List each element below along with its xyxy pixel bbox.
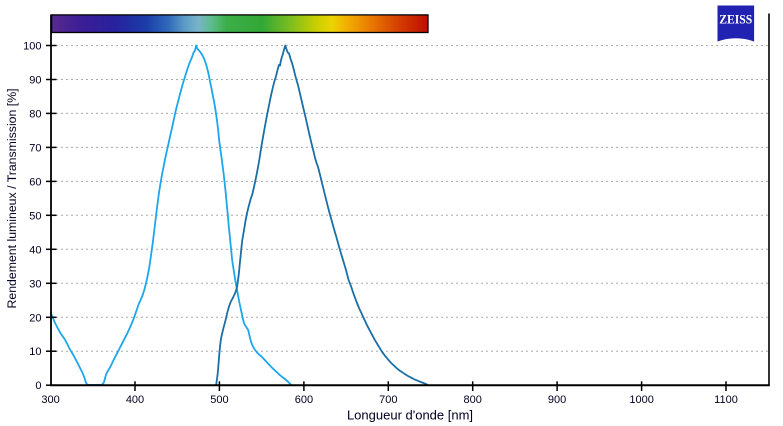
svg-text:700: 700	[379, 394, 397, 406]
svg-text:60: 60	[29, 176, 41, 188]
svg-text:10: 10	[29, 346, 41, 358]
svg-text:50: 50	[29, 210, 41, 222]
svg-text:100: 100	[23, 41, 41, 53]
svg-text:300: 300	[41, 394, 59, 406]
svg-text:Rendement lumineux / Transmiss: Rendement lumineux / Transmission [%]	[5, 88, 19, 308]
svg-text:1000: 1000	[629, 394, 653, 406]
svg-text:1100: 1100	[714, 394, 738, 406]
svg-text:90: 90	[29, 75, 41, 87]
svg-text:80: 80	[29, 108, 41, 120]
svg-text:ZEISS: ZEISS	[719, 13, 752, 27]
svg-text:Longueur d'onde [nm]: Longueur d'onde [nm]	[347, 408, 473, 423]
svg-text:40: 40	[29, 244, 41, 256]
svg-text:30: 30	[29, 278, 41, 290]
svg-text:900: 900	[548, 394, 566, 406]
svg-text:600: 600	[295, 394, 313, 406]
svg-text:70: 70	[29, 142, 41, 154]
svg-text:500: 500	[210, 394, 228, 406]
svg-text:800: 800	[464, 394, 482, 406]
svg-text:0: 0	[35, 380, 41, 392]
svg-text:20: 20	[29, 312, 41, 324]
svg-text:400: 400	[126, 394, 144, 406]
